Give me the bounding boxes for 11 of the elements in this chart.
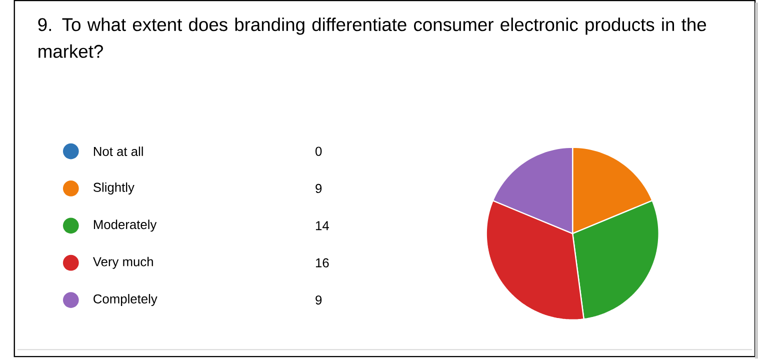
text: 0 [315, 146, 322, 156]
data-label: 16 [316, 258, 329, 268]
data-label: 9 [316, 184, 322, 194]
legend-label: Moderately [94, 220, 157, 232]
legend-label: Slightly [94, 182, 134, 195]
data-label: 9 [316, 296, 322, 305]
legend-label: Very much [92, 257, 153, 270]
legend-label: Completely [94, 294, 158, 306]
data-label: 14 [316, 221, 329, 230]
chart-title: 9. To what extent does branding differentiate consumer electronic products in the market? [38, 18, 706, 58]
legend-label: Not at all [94, 146, 143, 156]
